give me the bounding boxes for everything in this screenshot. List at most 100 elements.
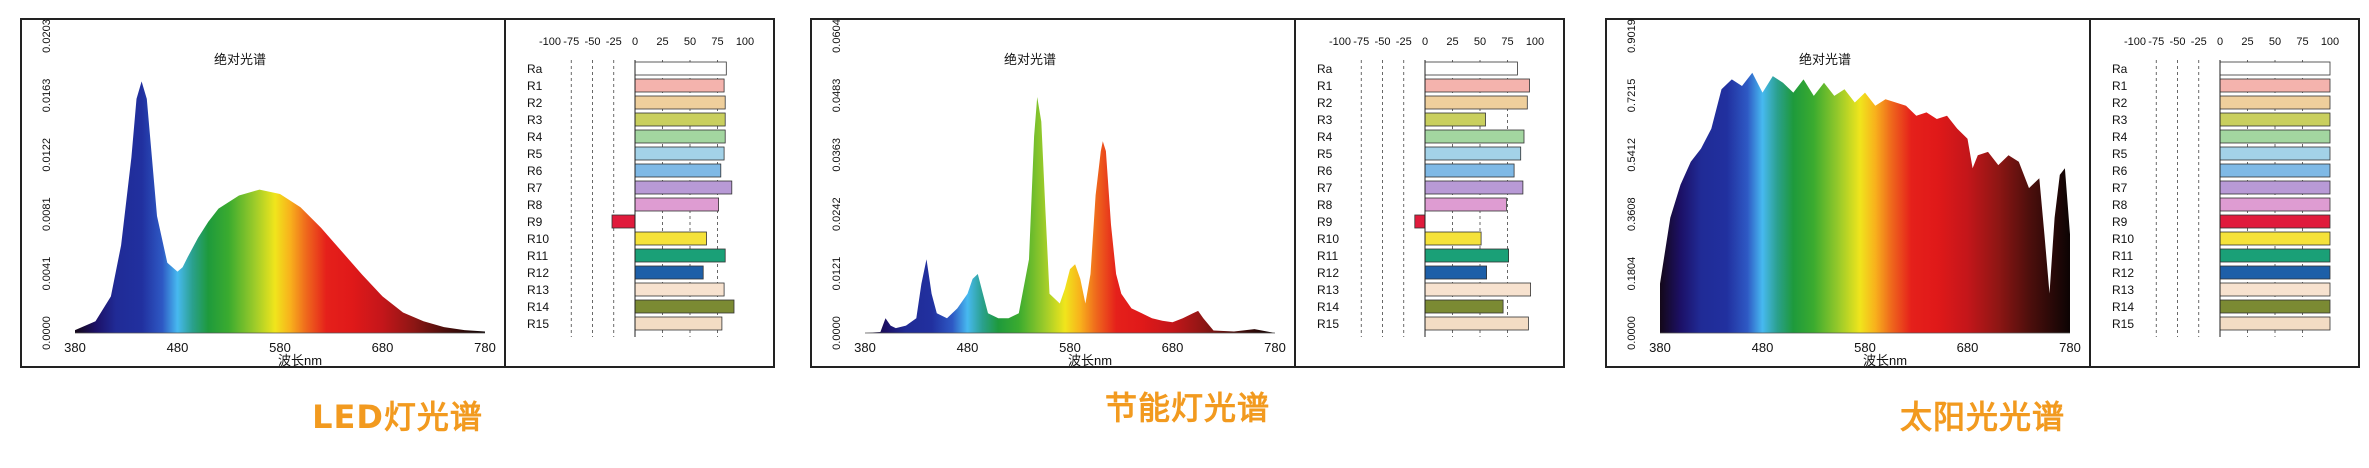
cri-bar bbox=[2219, 163, 2331, 178]
cri-tick-label: -100 bbox=[539, 36, 561, 48]
x-tick-label: 580 bbox=[269, 340, 291, 355]
cri-row-label: R11 bbox=[1317, 249, 1338, 263]
cri-row-label: R10 bbox=[527, 232, 549, 246]
led-spectrum-chart: 0.0000 0.0041 0.0081 0.0122 0.0163 0.0203 380 4… bbox=[20, 18, 775, 368]
x-tick-label: 680 bbox=[372, 340, 394, 355]
cri-row-label: R3 bbox=[527, 113, 543, 127]
cri-row-label: R10 bbox=[2112, 232, 2134, 246]
x-axis-label: 波长nm bbox=[1863, 353, 1907, 368]
cri-row-label: R8 bbox=[527, 198, 543, 212]
cri-row-label: R14 bbox=[1317, 300, 1339, 314]
cri-tick-label: 100 bbox=[1526, 36, 1544, 48]
x-tick-label: 580 bbox=[1059, 340, 1081, 355]
cri-bar bbox=[2219, 146, 2331, 161]
y-tick-label: 0.0363 bbox=[831, 138, 843, 172]
cri-tick-label: -75 bbox=[2148, 36, 2164, 48]
cri-bar bbox=[634, 95, 726, 110]
cri-row-label: R15 bbox=[527, 317, 549, 331]
x-tick-label: 380 bbox=[854, 340, 876, 355]
cri-tick-label: 50 bbox=[2269, 36, 2281, 48]
cri-bar bbox=[2219, 231, 2331, 246]
x-axis-label: 波长nm bbox=[1068, 353, 1112, 368]
chart-title: 绝对光谱 bbox=[214, 52, 266, 67]
cri-row-label: R14 bbox=[527, 300, 549, 314]
cri-tick-label: -50 bbox=[2170, 36, 2186, 48]
y-tick-label: 0.0242 bbox=[831, 197, 843, 231]
cri-row-label: R9 bbox=[1317, 215, 1333, 229]
cri-row-label: R4 bbox=[2112, 130, 2128, 144]
cri-row-label: R5 bbox=[527, 147, 543, 161]
x-tick-label: 680 bbox=[1162, 340, 1184, 355]
cri-row-label: R4 bbox=[1317, 130, 1333, 144]
cri-row-label: R12 bbox=[1317, 266, 1339, 280]
y-tick-label: 0.9019 bbox=[1626, 19, 1638, 53]
cri-row-label: R2 bbox=[527, 96, 543, 110]
cri-row-label: R11 bbox=[2112, 249, 2133, 263]
sun-spectrum-panel: 0.0000 0.1804 0.3608 0.5412 0.7215 0.9019 380 4… bbox=[1605, 18, 2360, 368]
cri-row-label: R9 bbox=[527, 215, 543, 229]
spectrum-area bbox=[1660, 72, 2070, 334]
cri-row-label: R7 bbox=[2112, 181, 2128, 195]
cri-bar bbox=[1424, 129, 1525, 144]
y-tick-label: 0.1804 bbox=[1626, 257, 1638, 291]
cri-bar bbox=[634, 197, 719, 212]
cri-tick-label: 25 bbox=[1446, 36, 1458, 48]
cri-bar bbox=[1424, 282, 1531, 297]
cri-tick-label: -100 bbox=[2124, 36, 2146, 48]
cri-tick-label: 75 bbox=[1501, 36, 1513, 48]
sun-caption: 太阳光光谱 bbox=[1899, 398, 2065, 436]
y-tick-label: 0.0121 bbox=[831, 257, 843, 291]
cri-tick-label: 0 bbox=[632, 36, 638, 48]
cri-row-label: R8 bbox=[2112, 198, 2128, 212]
cri-bar bbox=[2219, 299, 2331, 314]
x-tick-label: 680 bbox=[1957, 340, 1979, 355]
cri-row-label: R1 bbox=[527, 79, 543, 93]
cri-bar bbox=[634, 163, 722, 178]
cri-tick-label: -75 bbox=[563, 36, 579, 48]
cri-row-label: R15 bbox=[2112, 317, 2134, 331]
cri-row-label: R3 bbox=[2112, 113, 2128, 127]
y-tick-label: 0.0081 bbox=[41, 197, 53, 231]
cri-bar bbox=[634, 112, 726, 127]
sun-spectrum-chart: 0.0000 0.1804 0.3608 0.5412 0.7215 0.9019 380 4… bbox=[1605, 18, 2360, 368]
x-tick-label: 380 bbox=[64, 340, 86, 355]
x-tick-label: 780 bbox=[474, 340, 496, 355]
y-tick-label: 0.0000 bbox=[1626, 316, 1638, 350]
x-tick-label: 780 bbox=[2059, 340, 2081, 355]
x-axis-label: 波长nm bbox=[278, 353, 322, 368]
cri-bar bbox=[611, 214, 636, 229]
cri-bar bbox=[2219, 112, 2331, 127]
cri-tick-label: 100 bbox=[736, 36, 754, 48]
cri-row-label: R1 bbox=[1317, 79, 1333, 93]
cri-row-label: R15 bbox=[1317, 317, 1339, 331]
cri-bar bbox=[634, 180, 733, 195]
y-tick-label: 0.3608 bbox=[1626, 197, 1638, 231]
cri-bar bbox=[2219, 248, 2331, 263]
cri-bar bbox=[2219, 95, 2331, 110]
cri-tick-label: 100 bbox=[2321, 36, 2339, 48]
cri-bar bbox=[2219, 78, 2331, 93]
cri-row-label: R3 bbox=[1317, 113, 1333, 127]
cri-bar bbox=[1414, 214, 1426, 229]
cri-row-label: R7 bbox=[1317, 181, 1333, 195]
y-tick-label: 0.0163 bbox=[41, 79, 53, 113]
chart-title: 绝对光谱 bbox=[1004, 52, 1056, 67]
cri-row-label: R9 bbox=[2112, 215, 2128, 229]
cri-bar bbox=[1424, 146, 1522, 161]
cri-bar bbox=[1424, 78, 1530, 93]
x-tick-label: 480 bbox=[1752, 340, 1774, 355]
cri-bar bbox=[1424, 265, 1487, 280]
cri-bar bbox=[634, 265, 704, 280]
cri-bar bbox=[1424, 61, 1518, 76]
cri-row-label: R14 bbox=[2112, 300, 2134, 314]
led-caption: LED灯光谱 bbox=[312, 398, 483, 436]
cri-row-label: R13 bbox=[527, 283, 549, 297]
cri-bar bbox=[1424, 180, 1524, 195]
y-tick-label: 0.0122 bbox=[41, 138, 53, 172]
x-tick-label: 380 bbox=[1649, 340, 1671, 355]
cri-bar bbox=[1424, 163, 1515, 178]
cri-tick-label: 50 bbox=[1474, 36, 1486, 48]
cfl-caption: 节能灯光谱 bbox=[1104, 389, 1270, 427]
cri-bar bbox=[1424, 231, 1482, 246]
cri-bar bbox=[2219, 197, 2331, 212]
